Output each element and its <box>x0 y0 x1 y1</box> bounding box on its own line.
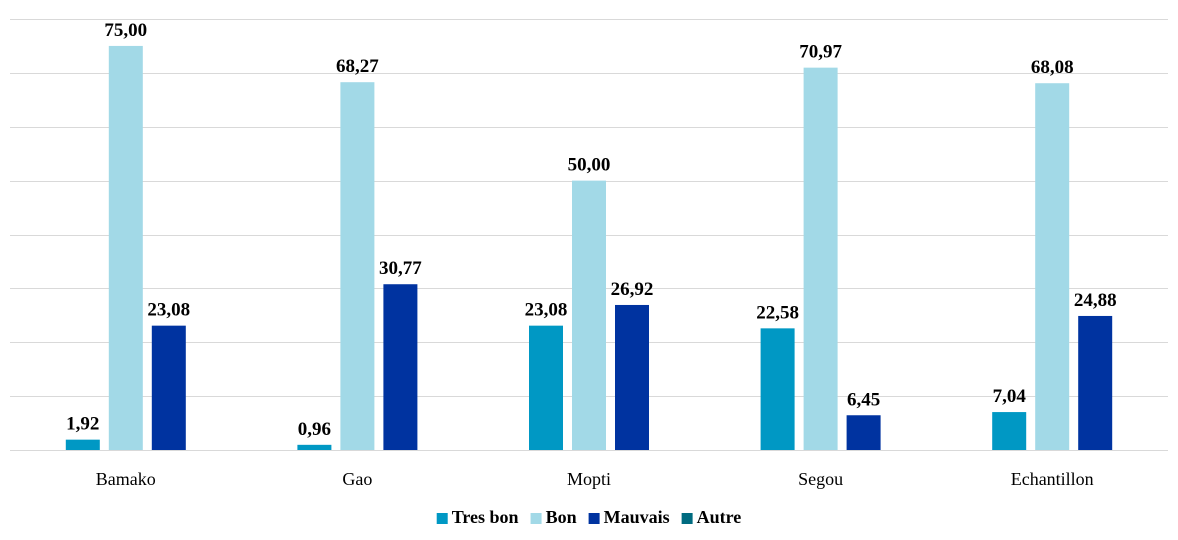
bar-tres-bon-segou <box>760 328 795 450</box>
legend-item-mauvais: Mauvais <box>588 507 670 527</box>
legend-swatch <box>436 513 448 524</box>
category-labels: Bamako Gao Mopti Segou Echantillon <box>96 469 1094 489</box>
bar-mauvais-mopti <box>615 304 649 450</box>
legend-swatch <box>588 513 600 524</box>
legend-swatch <box>681 513 693 524</box>
data-label: 22,58 <box>756 302 799 323</box>
data-label: 0,96 <box>298 419 331 440</box>
bar-bon-bamako <box>108 45 143 450</box>
legend-swatch <box>530 513 542 524</box>
data-label: 1,92 <box>66 414 99 435</box>
data-label: 50,00 <box>568 155 611 176</box>
legend-label: Bon <box>546 507 577 527</box>
category-label: Gao <box>342 469 372 489</box>
category-label: Segou <box>798 469 843 489</box>
bar-mauvais-bamako <box>151 325 186 450</box>
data-labels: 1,92 75,00 23,08 0,96 68,27 30,77 23,08 50,00 26… <box>66 20 1116 440</box>
bar-mauvais-echantillon <box>1078 315 1113 450</box>
legend: Tres bon Bon Mauvais Autre <box>436 507 742 527</box>
data-label: 6,45 <box>847 389 880 410</box>
category-label: Mopti <box>567 469 611 489</box>
bar-bon-echantillon <box>1035 83 1070 451</box>
data-label: 68,27 <box>336 56 379 77</box>
bar-tres-bon-mopti <box>529 325 563 450</box>
data-label: 30,77 <box>379 258 422 279</box>
bar-bon-segou <box>803 67 838 451</box>
data-label: 23,08 <box>525 300 568 321</box>
bar-tres-bon-echantillon <box>992 412 1027 450</box>
bar-tres-bon-gao <box>297 444 332 450</box>
legend-item-autre: Autre <box>681 507 742 527</box>
data-label: 24,88 <box>1074 290 1117 311</box>
data-label: 70,97 <box>799 42 842 63</box>
legend-item-bon: Bon <box>530 507 577 527</box>
legend-label: Autre <box>697 507 742 527</box>
bar-mauvais-segou <box>846 415 881 450</box>
legend-label: Tres bon <box>452 507 519 527</box>
category-label: Echantillon <box>1011 469 1094 489</box>
bar-bon-mopti <box>572 180 606 450</box>
bar-mauvais-gao <box>383 284 418 450</box>
data-label: 75,00 <box>104 20 147 41</box>
bars <box>65 45 1113 451</box>
bar-tres-bon-bamako <box>65 439 100 450</box>
data-label: 23,08 <box>147 300 190 321</box>
data-label: 68,08 <box>1031 57 1074 78</box>
data-label: 26,92 <box>611 279 654 300</box>
legend-label: Mauvais <box>604 507 670 527</box>
bar-bon-gao <box>340 82 375 450</box>
legend-item-tres-bon: Tres bon <box>436 507 519 527</box>
category-label: Bamako <box>96 469 156 489</box>
data-label: 7,04 <box>993 386 1027 407</box>
